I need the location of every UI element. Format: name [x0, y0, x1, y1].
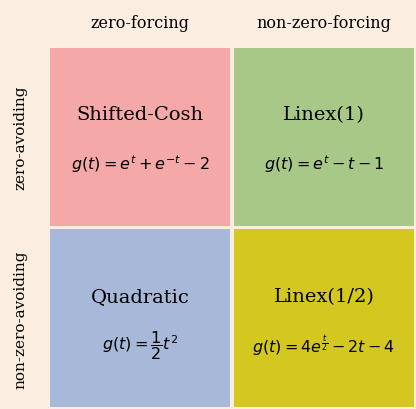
FancyBboxPatch shape: [50, 49, 230, 227]
Text: non-zero-avoiding: non-zero-avoiding: [13, 249, 27, 388]
Text: $g(t) = \dfrac{1}{2}t^2$: $g(t) = \dfrac{1}{2}t^2$: [102, 329, 178, 362]
FancyBboxPatch shape: [234, 230, 414, 407]
FancyBboxPatch shape: [234, 49, 414, 227]
Text: non-zero-forcing: non-zero-forcing: [257, 15, 391, 32]
FancyBboxPatch shape: [50, 230, 230, 407]
Text: Linex(1/2): Linex(1/2): [274, 287, 374, 305]
Text: Shifted-Cosh: Shifted-Cosh: [76, 106, 203, 124]
Text: zero-forcing: zero-forcing: [90, 15, 189, 32]
Text: $g(t) = e^t + e^{-t} - 2$: $g(t) = e^t + e^{-t} - 2$: [71, 153, 209, 175]
Text: $g(t) = 4e^{\frac{t}{2}} - 2t - 4$: $g(t) = 4e^{\frac{t}{2}} - 2t - 4$: [253, 333, 396, 358]
Text: Quadratic: Quadratic: [90, 287, 189, 305]
Text: zero-avoiding: zero-avoiding: [13, 85, 27, 190]
Text: Linex(1): Linex(1): [283, 106, 365, 124]
Text: $g(t) = e^t - t - 1$: $g(t) = e^t - t - 1$: [264, 153, 384, 175]
